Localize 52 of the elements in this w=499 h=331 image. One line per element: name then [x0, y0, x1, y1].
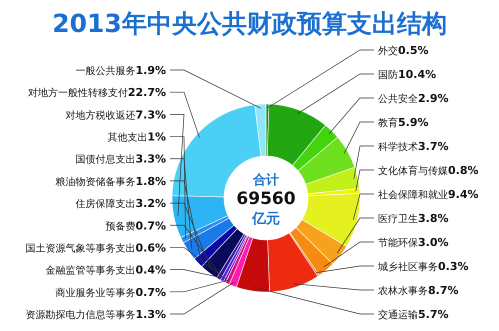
slice-label: 对地方税收返还 — [65, 109, 136, 122]
data-label: 1.9% — [135, 64, 166, 77]
text: 合计 — [252, 172, 279, 188]
data-label: 5.9% — [398, 116, 429, 129]
text: 69560 — [236, 189, 296, 209]
data-label: 5.7% — [418, 308, 449, 321]
slice-label: 教育 — [378, 117, 398, 129]
data-label: 0.7% — [135, 219, 166, 232]
data-label: 0.3% — [438, 260, 469, 273]
data-label: 3.8% — [418, 212, 449, 225]
data-label: 0.6% — [135, 241, 166, 254]
data-label: 0.4% — [135, 264, 166, 277]
data-label: 1.8% — [135, 174, 166, 188]
slice-label: 城乡社区事务 — [377, 261, 438, 273]
slice-label: 节能环保 — [378, 237, 418, 249]
data-label: 9.4% — [448, 188, 479, 201]
data-label: 2.9% — [418, 92, 449, 105]
data-label: 3.3% — [135, 152, 166, 166]
data-label: 1% — [147, 130, 166, 144]
data-label: 1.3% — [135, 308, 166, 321]
data-label: 3.0% — [418, 236, 449, 249]
slice-label: 一般公共服务 — [75, 65, 136, 77]
slice-label: 其他支出 — [107, 132, 148, 144]
slice-label: 预备费 — [105, 220, 136, 232]
slice-label: 外交 — [378, 45, 398, 57]
data-label: 0.7% — [135, 286, 166, 299]
slice-label: 科学技术 — [378, 141, 418, 153]
data-label: 3.7% — [418, 140, 449, 153]
data-label: 10.4% — [398, 68, 436, 81]
data-label: 7.3% — [135, 108, 166, 122]
slice-label: 文化体育与传媒 — [378, 165, 448, 177]
data-label: 3.2% — [135, 197, 166, 210]
slice-label: 交通运输 — [378, 309, 418, 321]
data-label: 0.8% — [448, 164, 479, 177]
slice-label: 社会保障和就业 — [378, 189, 448, 201]
slice-label: 金融监管等事务支出 — [45, 264, 136, 277]
slice-label: 公共安全 — [378, 93, 418, 105]
slice-label: 住房保障支出 — [75, 198, 136, 210]
data-label: 0.5% — [398, 44, 429, 57]
chart-title: 2013年中央公共财政预算支出结构 — [52, 9, 447, 38]
slice-label: 医疗卫生 — [378, 213, 418, 225]
data-label: 22.7% — [128, 86, 166, 100]
slice-label: 粮油物资储备事务 — [55, 176, 136, 188]
slice-label: 商业服务业等事务 — [55, 286, 136, 299]
slice-label: 农林水事务 — [378, 285, 428, 297]
slice-label: 国防 — [378, 69, 398, 81]
slice-label: 对地方一般性转移支付 — [28, 87, 128, 100]
text: 亿元 — [251, 211, 280, 227]
slice-label: 国债付息支出 — [75, 154, 136, 166]
data-label: 8.7% — [428, 284, 459, 297]
slice-label: 国土资源气象等事务支出 — [25, 242, 136, 254]
slice-label: 资源勘探电力信息等事务 — [25, 309, 136, 321]
